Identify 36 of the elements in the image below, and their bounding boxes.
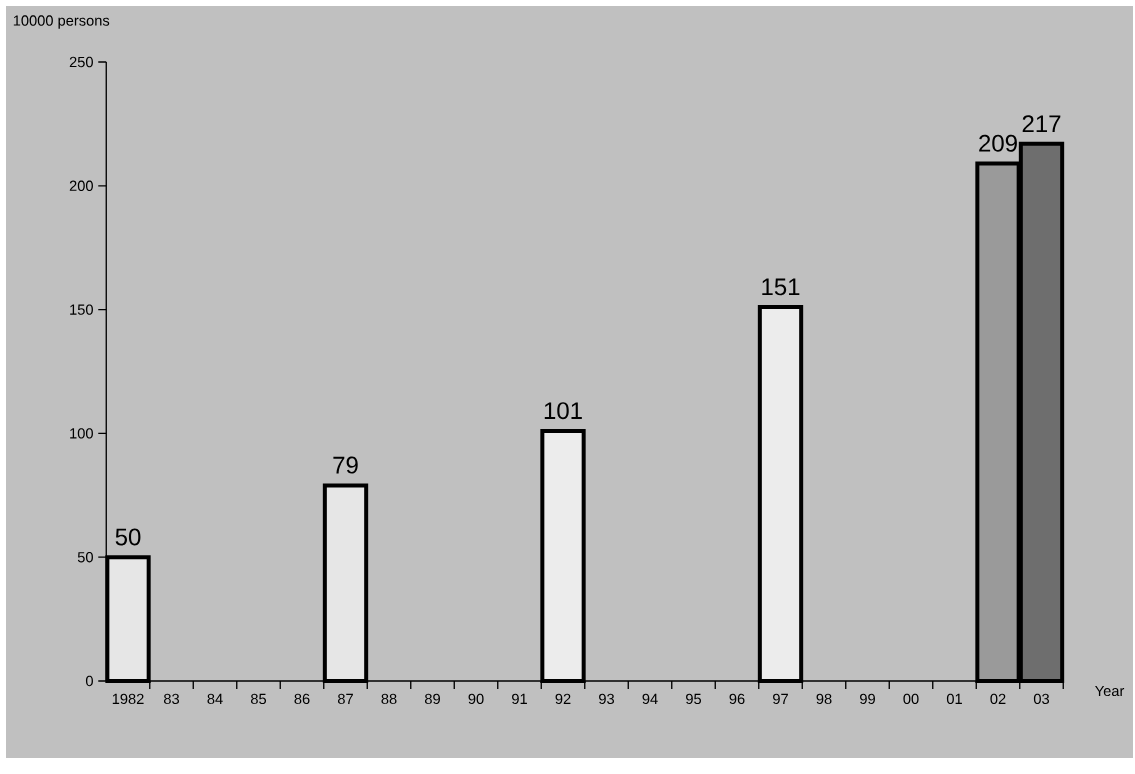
data-label: 217 [1022,115,1061,132]
x-axis-title: Year [1095,685,1125,697]
y-tick-label: 50 [77,552,93,563]
x-tick-label: 93 [599,693,615,705]
x-tick-label: 99 [860,693,875,705]
x-tick-label: 85 [250,693,267,705]
data-label: 101 [544,402,582,420]
x-tick-label: 1982 [112,693,144,705]
y-tick-label: 250 [69,56,93,68]
x-tick-label: 97 [773,693,788,705]
data-label: 79 [333,456,358,474]
y-tick-label: 0 [85,675,93,687]
x-tick-label: 02 [990,693,1006,705]
x-tick-label: 90 [468,693,484,705]
data-label: 50 [115,528,141,546]
y-tick-label: 200 [69,180,93,191]
x-tick-label: 86 [294,693,310,705]
x-tick-label: 91 [512,693,527,705]
x-tick-label: 01 [946,693,962,705]
x-tick-label: 95 [686,693,702,705]
y-axis-title: 10000 persons [13,15,110,29]
x-tick-label: 98 [816,693,832,705]
y-tick-label: 100 [70,428,93,439]
x-tick-label: 84 [207,693,223,705]
data-label: 209 [979,134,1017,152]
x-tick-label: 96 [729,693,745,705]
x-tick-label: 83 [163,693,180,705]
x-tick-label: 00 [903,693,919,705]
x-tick-label: 94 [642,693,658,705]
x-tick-label: 88 [381,693,397,705]
x-tick-label: 03 [1033,693,1050,705]
data-label: 151 [762,278,800,296]
x-tick-label: 92 [555,693,571,705]
x-tick-label: 87 [337,693,353,705]
x-tick-label: 89 [424,693,440,705]
y-tick-label: 150 [70,304,93,315]
